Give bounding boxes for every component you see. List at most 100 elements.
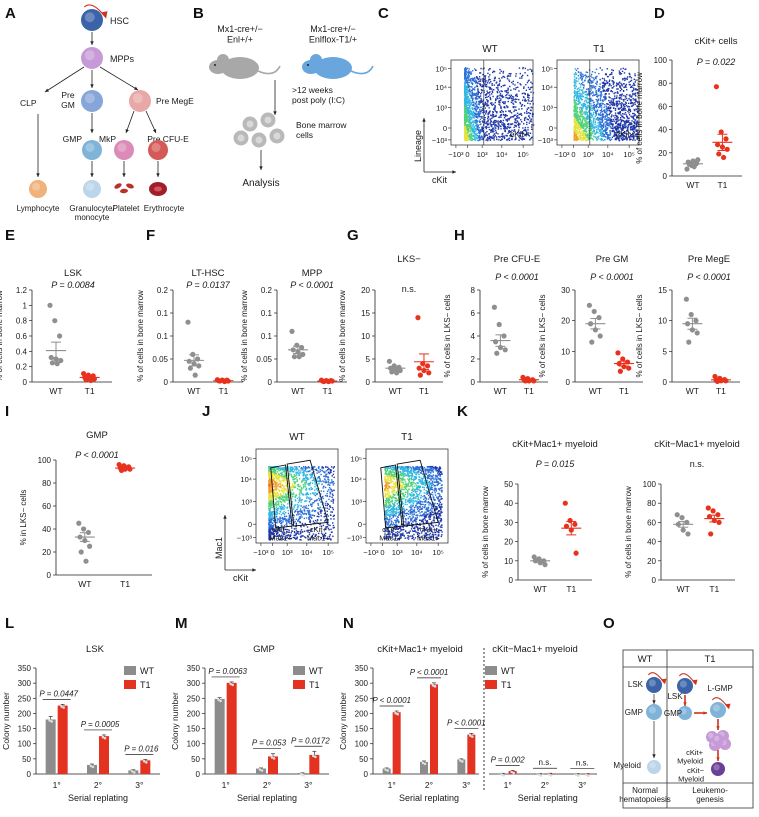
flow-j-wt-event: [293, 469, 296, 471]
flow-c-wt-event: [476, 82, 478, 84]
flow-c-t1-event: [598, 72, 600, 75]
gmp-cell: [82, 140, 102, 160]
mkp-cell-highlight: [117, 143, 127, 152]
flow-c-t1-event: [591, 125, 593, 127]
flow-c-wt-event: [464, 128, 466, 130]
flow-c-wt-event: [479, 84, 482, 87]
flow-c-wt-ytick-label-line: −10³: [432, 136, 448, 145]
flow-j-wt-event: [269, 517, 272, 519]
flow-j-wt-event: [296, 510, 299, 513]
flow-j-wt-event: [288, 521, 290, 523]
flow-c-t1-event: [612, 77, 615, 80]
flow-c-wt-event: [502, 111, 504, 113]
flow-c-t1-event: [588, 117, 591, 119]
flow-c-t1-event: [607, 127, 609, 129]
mouse-t1-icon-head: [302, 60, 320, 74]
flow-c-wt-event: [528, 100, 530, 102]
flow-c-t1-event: [630, 77, 633, 79]
flow-c-wt-event: [517, 115, 519, 117]
flow-c-wt-event: [467, 121, 470, 123]
flow-c-t1-event: [601, 110, 603, 112]
flow-c-wt-event: [513, 115, 515, 117]
flow-c-t1-event: [580, 106, 582, 109]
flow-j-wt-event: [302, 466, 305, 468]
flow-c-t1-event: [620, 73, 623, 75]
flow-c-t1-event: [599, 95, 602, 97]
flow-c-t1-event: [574, 135, 577, 138]
flow-c-wt-event: [520, 119, 522, 121]
flow-c-wt-event: [479, 138, 481, 140]
flow-j-wt-event: [285, 520, 287, 522]
flow-c-t1-event: [618, 82, 620, 84]
flow-c-t1-event: [595, 76, 597, 78]
flow-c-t1-event: [626, 133, 628, 135]
flow-c-t1-event: [580, 124, 582, 127]
flow-j-wt-event: [309, 514, 311, 517]
flow-j-wt-event: [286, 522, 288, 524]
flow-c-t1-event: [578, 123, 581, 125]
flow-c-wt-event: [512, 98, 514, 100]
flow-c-wt-event: [471, 128, 473, 131]
flow-j-wt-event: [268, 531, 270, 534]
flow-c-wt-event: [508, 72, 510, 75]
flow-c-wt-event: [495, 132, 498, 134]
flow-c-wt-event: [504, 124, 506, 126]
flow-j-wt-event: [326, 492, 328, 495]
flow-c-wt-event: [483, 133, 485, 135]
flow-c-t1-event: [618, 112, 621, 114]
flow-c-wt-event: [467, 86, 470, 88]
flow-c-t1-event: [636, 101, 639, 103]
flow-j-wt-event: [279, 530, 281, 532]
flow-c-t1-event: [634, 98, 636, 101]
flow-c-wt-event: [478, 132, 480, 134]
flow-c-wt-event: [508, 127, 511, 129]
flow-c-wt-event: [479, 137, 481, 139]
flow-j-wt-event: [293, 521, 295, 524]
flow-c-wt-event: [464, 139, 466, 141]
flow-c-t1-event: [587, 76, 589, 78]
flow-c-t1-event: [584, 74, 586, 76]
flow-c-wt-event: [483, 135, 486, 138]
flow-c-t1-event: [627, 110, 629, 113]
flow-c-t1-event: [582, 81, 584, 84]
flow-c-wt-event: [522, 96, 525, 98]
flow-c-t1-event: [626, 137, 629, 139]
flow-c-t1-event: [578, 118, 580, 120]
flow-c-t1-event: [627, 102, 630, 105]
flow-j-wt-event: [309, 521, 311, 523]
flow-c-t1-event: [634, 119, 637, 121]
flow-j-wt-event: [325, 480, 327, 482]
flow-c-t1-event: [606, 113, 609, 116]
flow-c-t1-event: [600, 132, 603, 134]
flow-c-t1-event: [585, 119, 587, 121]
flow-c-wt-event: [465, 100, 467, 103]
flow-c-t1-event: [614, 109, 617, 111]
flow-j-wt-event: [296, 472, 299, 474]
flow-c-wt-event: [494, 104, 496, 107]
flow-c-wt-event: [478, 126, 480, 129]
flow-c-t1-event: [615, 97, 618, 99]
flow-j-wt-event: [307, 511, 309, 513]
flow-c-t1-event: [629, 99, 631, 101]
flow-c-wt-event: [469, 130, 472, 133]
flow-j-wt-event: [317, 502, 319, 505]
flow-c-t1-event: [600, 91, 603, 93]
flow-c-t1-event: [606, 134, 609, 136]
flow-j-wt-event: [283, 513, 286, 516]
flow-c-t1-event: [582, 75, 584, 78]
mouse-wt-icon-head: [209, 60, 227, 74]
flow-c-wt-event: [484, 101, 487, 104]
flow-j-wt-event: [285, 515, 288, 517]
flow-c-wt-event: [489, 139, 492, 141]
flow-c-wt-event: [527, 102, 529, 104]
flow-c-wt-event: [523, 92, 525, 94]
flow-j-wt-event: [318, 483, 320, 485]
flow-c-t1-event: [588, 98, 590, 101]
flow-c-wt-event: [475, 80, 478, 83]
flow-j-wt-event: [299, 536, 302, 538]
flow-j-wt-event: [328, 486, 331, 489]
flow-j-wt-event: [323, 533, 326, 536]
flow-c-wt-event: [464, 92, 466, 95]
flow-c-wt-event: [506, 135, 508, 137]
flow-j-wt-event: [273, 517, 275, 520]
